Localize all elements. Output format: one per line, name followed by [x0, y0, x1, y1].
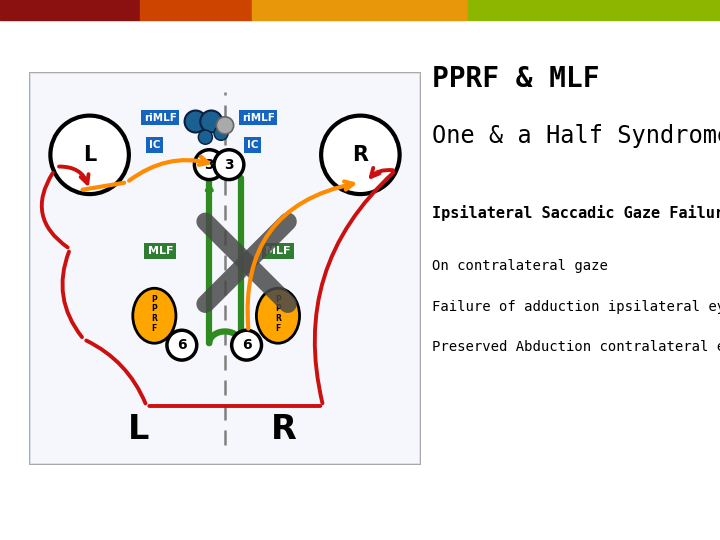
Ellipse shape: [256, 288, 300, 343]
Text: MLF: MLF: [148, 246, 173, 256]
Circle shape: [217, 117, 233, 134]
Text: L: L: [128, 413, 149, 446]
Text: Ipsilateral Saccadic Gaze Failure: Ipsilateral Saccadic Gaze Failure: [432, 205, 720, 221]
Text: R: R: [271, 413, 297, 446]
Circle shape: [167, 330, 197, 360]
Text: IC: IC: [247, 140, 258, 150]
Circle shape: [232, 330, 261, 360]
Circle shape: [214, 150, 244, 180]
Text: R: R: [352, 145, 369, 165]
Text: Preserved Abduction contralateral eye: Preserved Abduction contralateral eye: [432, 340, 720, 354]
Text: IC: IC: [148, 140, 160, 150]
Text: 3: 3: [224, 158, 234, 172]
Text: P
P
R
F: P P R F: [151, 295, 157, 333]
Text: MLF: MLF: [265, 246, 291, 256]
Circle shape: [194, 150, 224, 180]
Text: riMLF: riMLF: [144, 112, 176, 123]
Text: P
P
R
F: P P R F: [275, 295, 281, 333]
Text: Failure of adduction ipsilateral eye: Failure of adduction ipsilateral eye: [432, 300, 720, 314]
Text: L: L: [83, 145, 96, 165]
Text: 6: 6: [177, 338, 186, 352]
Circle shape: [321, 116, 400, 194]
Ellipse shape: [132, 288, 176, 343]
Circle shape: [184, 111, 207, 132]
Text: PPRF & MLF: PPRF & MLF: [432, 65, 600, 93]
Circle shape: [200, 111, 222, 132]
Circle shape: [50, 116, 129, 194]
Circle shape: [198, 130, 212, 144]
Text: One & a Half Syndrome: One & a Half Syndrome: [432, 124, 720, 148]
Text: riMLF: riMLF: [242, 112, 275, 123]
Text: 3: 3: [204, 158, 214, 172]
Text: On contralateral gaze: On contralateral gaze: [432, 259, 608, 273]
Text: 6: 6: [242, 338, 251, 352]
Circle shape: [214, 126, 228, 140]
